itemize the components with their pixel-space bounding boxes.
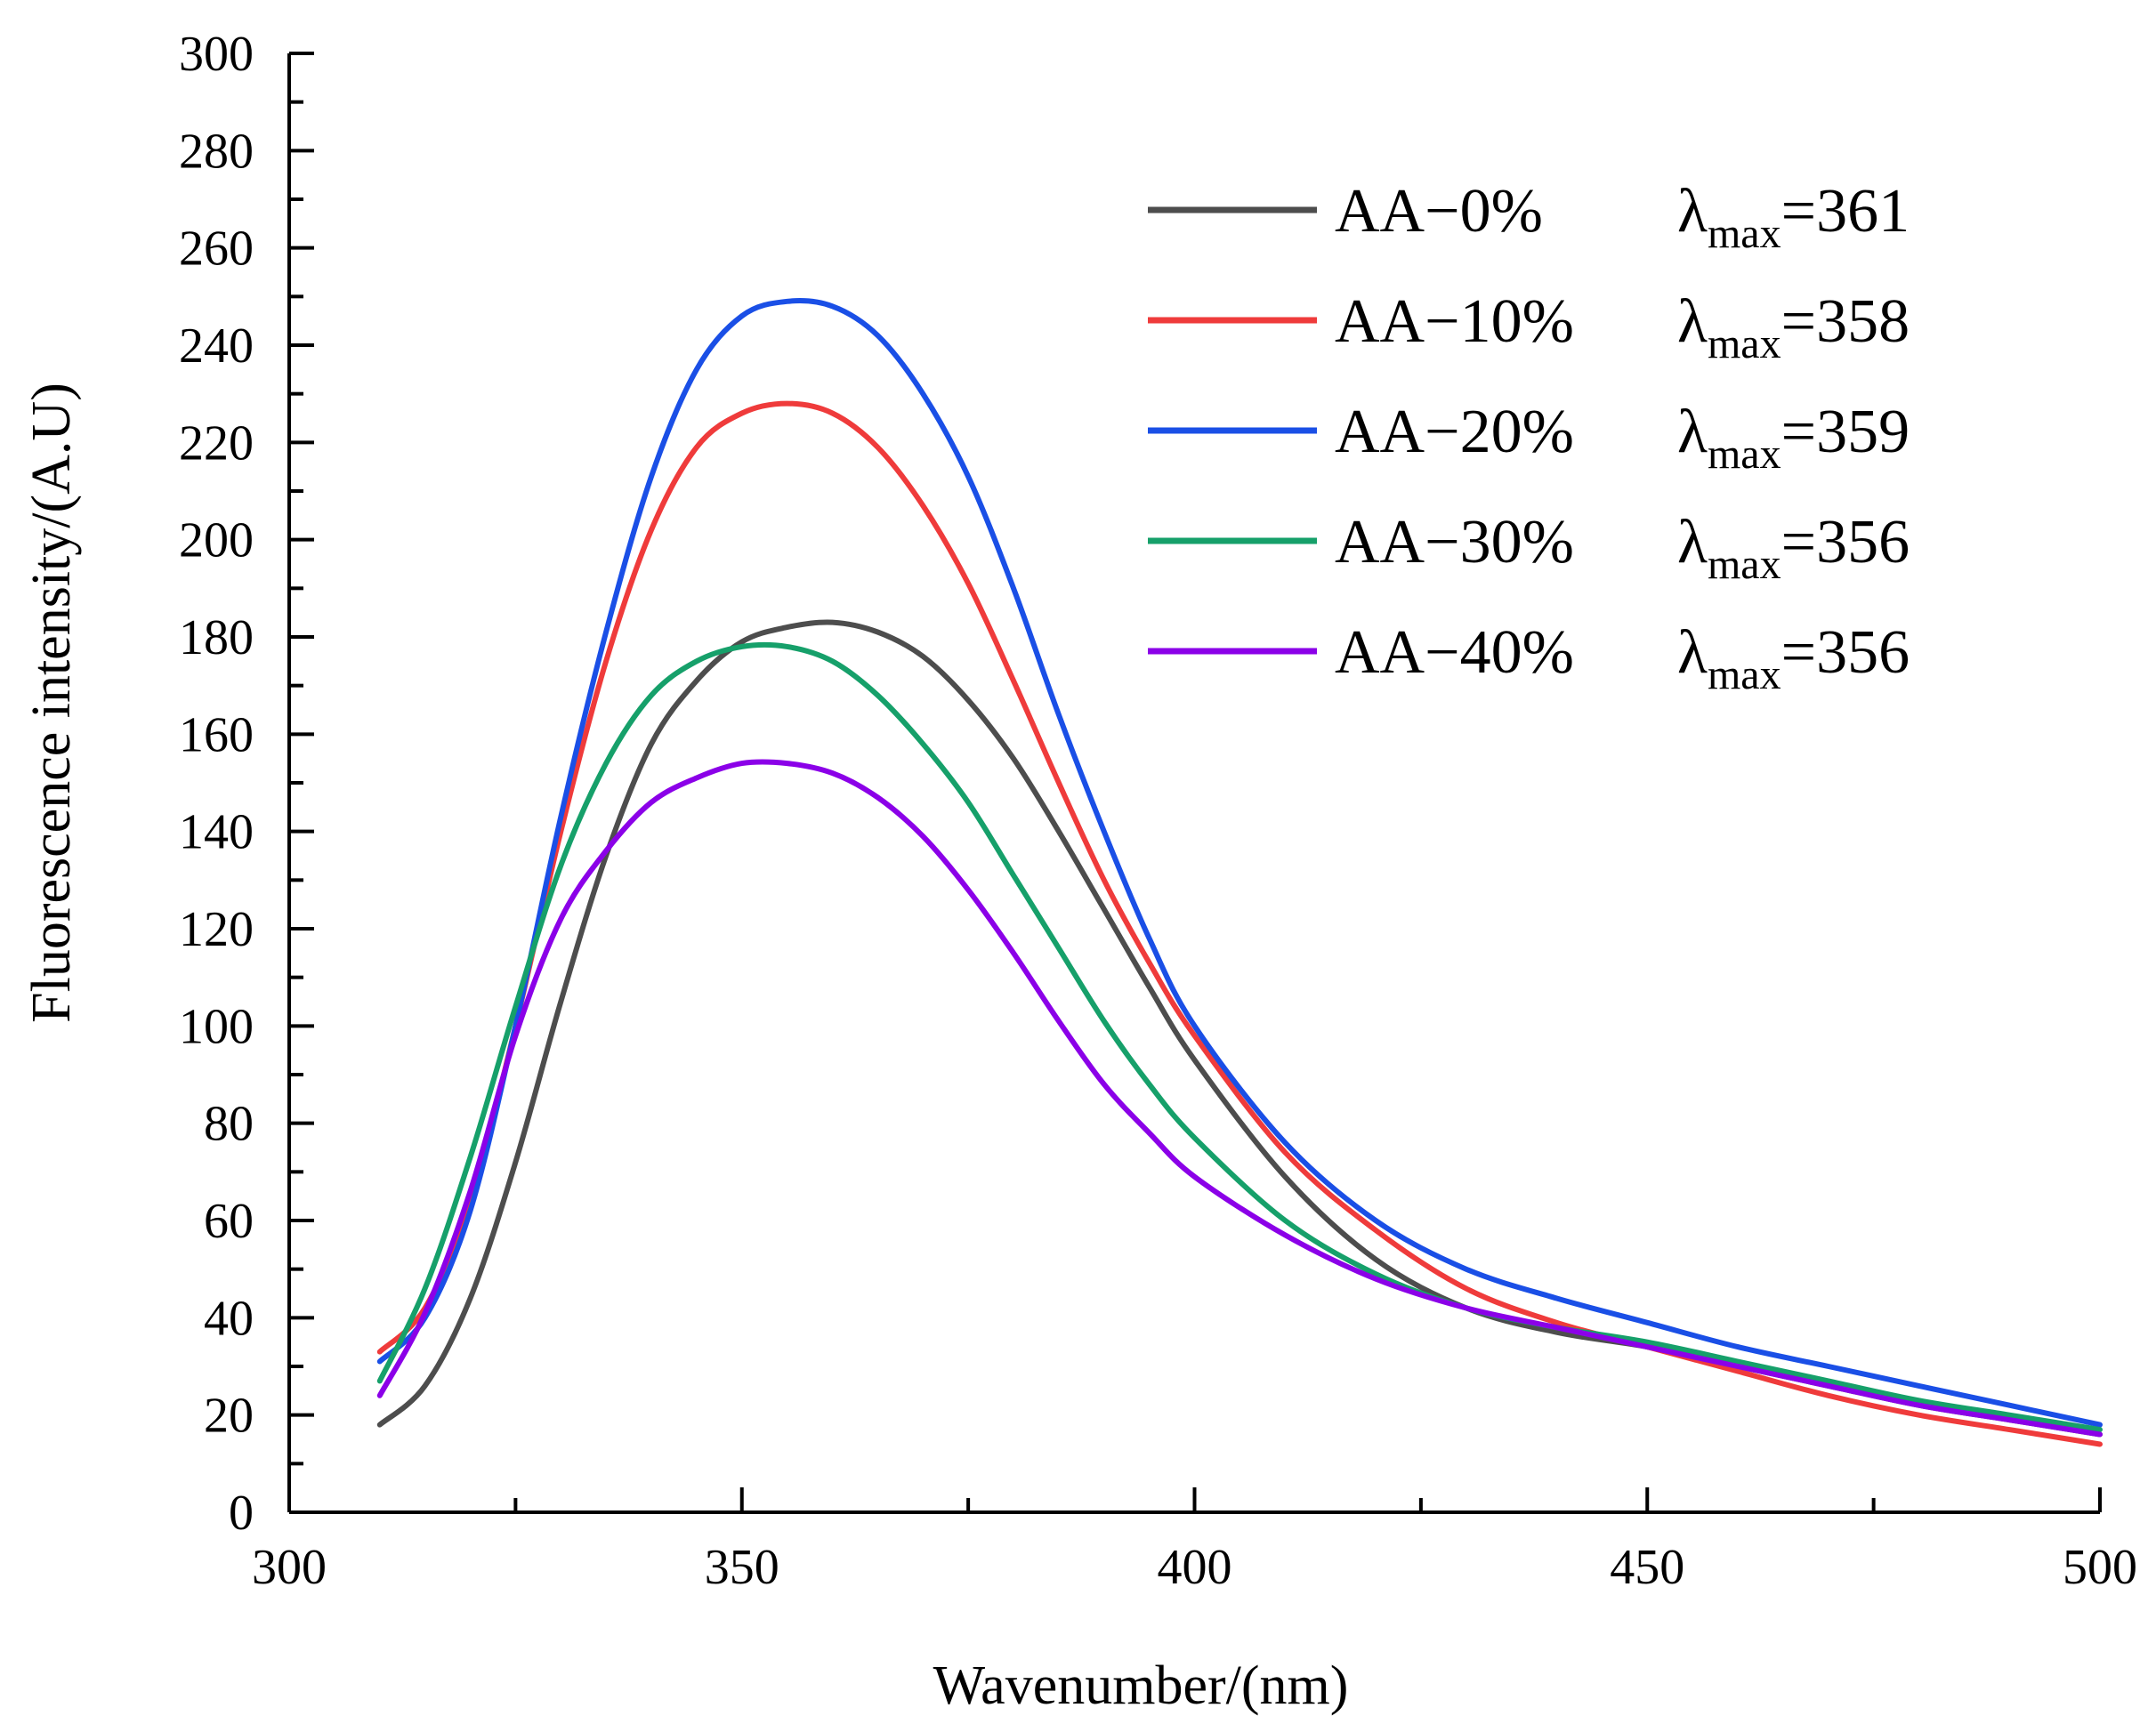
legend-lambda-text: λmax=361: [1677, 177, 1910, 257]
y-tick-label: 0: [229, 1486, 254, 1541]
legend: AA−0% λmax=361 AA−10% λmax=358 AA−20% λmax=35…: [1148, 177, 1910, 698]
x-tick-label: 500: [2063, 1540, 2137, 1595]
legend-lambda-text: λmax=359: [1677, 398, 1910, 478]
series-line-5: [376, 759, 2103, 1438]
y-tick-label: 160: [179, 707, 254, 762]
legend-lambda-text: λmax=356: [1677, 618, 1910, 698]
legend-label: AA−20%: [1335, 398, 1574, 466]
legend-lambda-text: λmax=358: [1677, 287, 1910, 367]
y-tick-label: 200: [179, 513, 254, 568]
y-tick-label: 300: [179, 27, 254, 82]
series-layer: [376, 298, 2103, 1447]
legend-item-4: AA−30% λmax=356: [1148, 508, 1910, 588]
y-axis-title: Fluorescence intensity/(A.U): [21, 383, 82, 1023]
legend-item-2: AA−10% λmax=358: [1148, 287, 1910, 367]
legend-label: AA−0%: [1335, 177, 1543, 246]
legend-lambda-text: λmax=356: [1677, 508, 1910, 588]
y-tick-label: 120: [179, 902, 254, 957]
series-line-4: [376, 641, 2103, 1433]
x-axis-title: Wavenumber/(nm): [933, 1655, 1349, 1716]
legend-item-3: AA−20% λmax=359: [1148, 398, 1910, 478]
legend-label: AA−40%: [1335, 618, 1574, 687]
x-tick-label: 350: [705, 1540, 779, 1595]
ticks-layer: 0 20 40 60 80 100 120 140 160 180 200 220 240 260 280 3…: [179, 27, 2137, 1595]
legend-item-5: AA−40% λmax=356: [1148, 618, 1910, 698]
x-tick-label: 300: [252, 1540, 327, 1595]
legend-label: AA−30%: [1335, 508, 1574, 576]
y-tick-label: 180: [179, 610, 254, 665]
y-tick-label: 40: [204, 1291, 254, 1346]
series-line-3: [376, 298, 2103, 1428]
y-tick-label: 280: [179, 124, 254, 179]
y-tick-label: 80: [204, 1097, 254, 1152]
y-tick-label: 140: [179, 805, 254, 860]
x-tick-label: 450: [1610, 1540, 1684, 1595]
y-tick-label: 240: [179, 318, 254, 374]
y-tick-label: 60: [204, 1194, 254, 1249]
y-tick-label: 20: [204, 1389, 254, 1444]
legend-label: AA−10%: [1335, 287, 1574, 356]
y-tick-label: 260: [179, 222, 254, 277]
y-tick-label: 220: [179, 415, 254, 471]
x-tick-label: 400: [1158, 1540, 1232, 1595]
legend-item-1: AA−0% λmax=361: [1148, 177, 1910, 257]
y-tick-label: 100: [179, 999, 254, 1054]
